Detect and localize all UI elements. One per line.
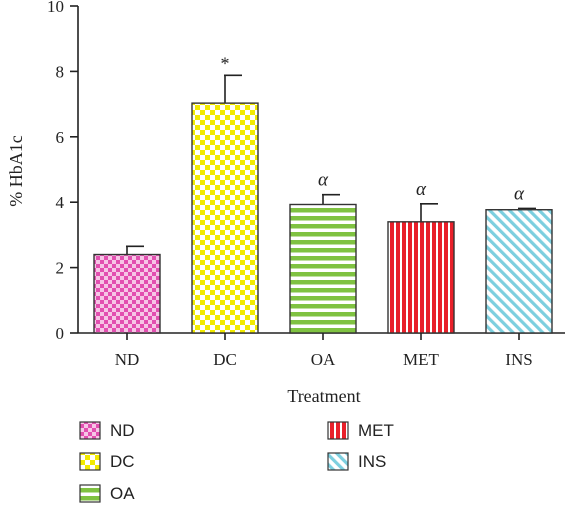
significance-label-oa: α [318, 170, 329, 191]
legend-label-dc: DC [110, 452, 135, 471]
legend-swatch-met [327, 421, 349, 440]
bar-dc [191, 102, 259, 334]
bar-met [387, 221, 455, 334]
x-axis-title: Treatment [287, 386, 360, 406]
legend-swatch-ins [327, 452, 349, 471]
legend-label-met: MET [358, 421, 394, 440]
y-tick-label: 8 [56, 62, 65, 81]
y-tick-label: 4 [56, 193, 65, 212]
significance-label-ins: α [514, 183, 525, 204]
x-tick-label-dc: DC [213, 350, 237, 369]
legend-swatch-nd [79, 421, 101, 440]
y-tick-label: 10 [47, 0, 64, 16]
x-tick-label-nd: ND [115, 350, 140, 369]
x-tick-label-oa: OA [311, 350, 336, 369]
legend-swatch-oa [79, 484, 101, 503]
legend-label-oa: OA [110, 484, 135, 503]
bar-nd [93, 253, 161, 334]
significance-label-met: α [416, 179, 427, 200]
legend-label-ins: INS [358, 452, 386, 471]
y-axis-title: % HbA1c [6, 135, 26, 206]
legend-swatch-dc [79, 452, 101, 471]
significance-label-dc: * [221, 53, 230, 73]
legend: ND DC OA MET INS [79, 421, 394, 503]
legend-label-nd: ND [110, 421, 135, 440]
plot-area: 0 2 4 6 8 10 ND DC * OA α MET α INS α [47, 0, 565, 369]
x-tick-label-ins: INS [505, 350, 532, 369]
bar-ins [485, 209, 553, 334]
y-tick-label: 6 [56, 128, 65, 147]
x-tick-label-met: MET [403, 350, 440, 369]
y-tick-label: 0 [56, 324, 65, 343]
bar-oa [289, 203, 357, 334]
y-tick-label: 2 [56, 259, 65, 278]
